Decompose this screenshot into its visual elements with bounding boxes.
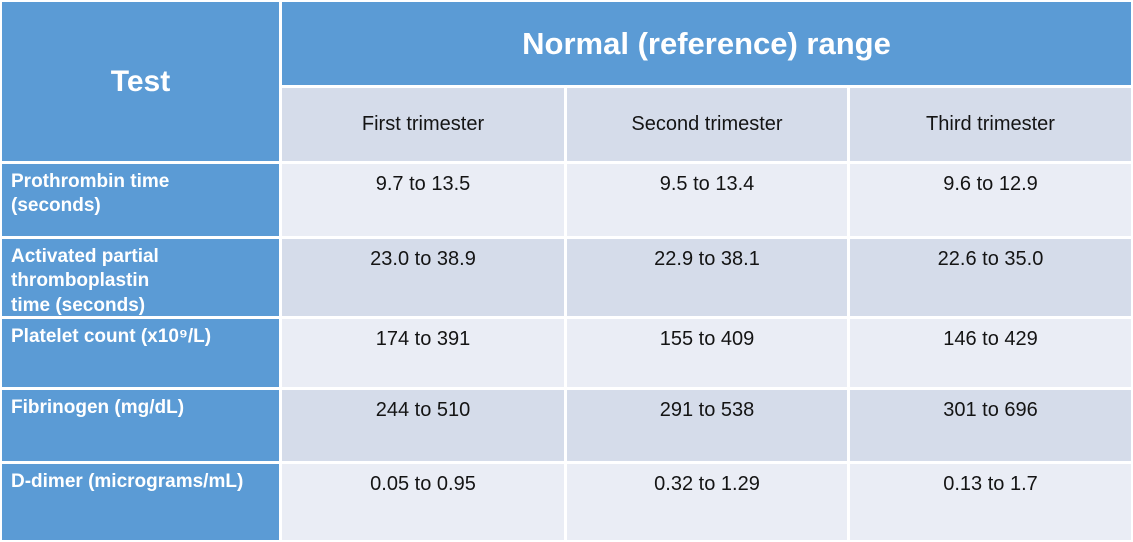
row-label-d-dimer: D-dimer (micrograms/mL) — [2, 464, 279, 540]
value-platelet-second: 155 to 409 — [567, 319, 847, 387]
test-column-header: Test — [2, 2, 279, 161]
column-header-third-trimester: Third trimester — [850, 88, 1131, 161]
row-label-platelet-count: Platelet count (x10⁹/L) — [2, 319, 279, 387]
value-fibrinogen-third: 301 to 696 — [850, 390, 1131, 461]
value-prothrombin-second: 9.5 to 13.4 — [567, 164, 847, 236]
value-platelet-third: 146 to 429 — [850, 319, 1131, 387]
value-prothrombin-first: 9.7 to 13.5 — [282, 164, 564, 236]
column-header-first-trimester: First trimester — [282, 88, 564, 161]
normal-range-header: Normal (reference) range — [282, 2, 1131, 85]
value-fibrinogen-first: 244 to 510 — [282, 390, 564, 461]
row-label-prothrombin-time: Prothrombin time (seconds) — [2, 164, 279, 236]
row-label-fibrinogen: Fibrinogen (mg/dL) — [2, 390, 279, 461]
value-d-dimer-second: 0.32 to 1.29 — [567, 464, 847, 540]
value-aptt-second: 22.9 to 38.1 — [567, 239, 847, 316]
value-fibrinogen-second: 291 to 538 — [567, 390, 847, 461]
row-label-aptt: Activated partial thromboplastin time (s… — [2, 239, 279, 316]
value-aptt-first: 23.0 to 38.9 — [282, 239, 564, 316]
column-header-second-trimester: Second trimester — [567, 88, 847, 161]
value-aptt-third: 22.6 to 35.0 — [850, 239, 1131, 316]
value-d-dimer-first: 0.05 to 0.95 — [282, 464, 564, 540]
value-prothrombin-third: 9.6 to 12.9 — [850, 164, 1131, 236]
value-platelet-first: 174 to 391 — [282, 319, 564, 387]
value-d-dimer-third: 0.13 to 1.7 — [850, 464, 1131, 540]
